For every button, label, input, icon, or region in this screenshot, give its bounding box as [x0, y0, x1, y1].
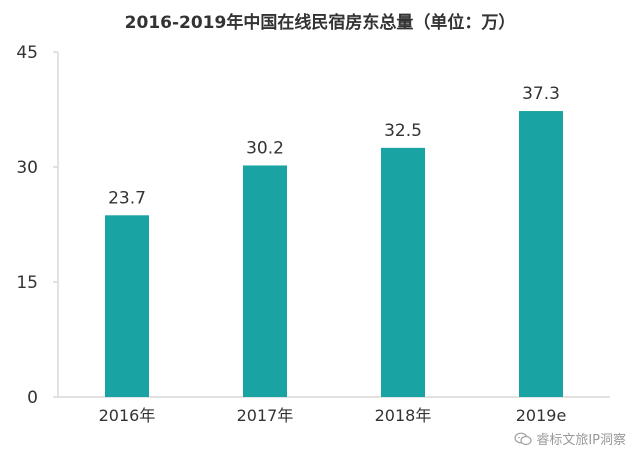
x-tick-label: 2017年: [237, 406, 294, 425]
x-tick-label: 2019e: [516, 406, 567, 425]
y-tick-label: 0: [27, 388, 38, 408]
y-tick-label: 45: [16, 43, 38, 63]
bar: [381, 147, 425, 397]
y-axis: 0 15 30 45: [16, 43, 59, 408]
x-tick-label: 2018年: [375, 406, 432, 425]
bars: [105, 111, 563, 398]
y-tick-label: 30: [16, 158, 38, 178]
bar-value-label: 30.2: [246, 138, 284, 158]
wechat-icon: [514, 432, 532, 445]
chart-title: 2016-2019年中国在线民宿房东总量（单位：万）: [124, 13, 516, 33]
bar-value-label: 23.7: [108, 188, 146, 208]
watermark: 睿标文旅IP洞察: [514, 429, 626, 448]
bar: [243, 165, 287, 397]
data-labels: 23.7 30.2 32.5 37.3: [108, 84, 560, 208]
x-tick-label: 2016年: [99, 406, 156, 425]
watermark-text: 睿标文旅IP洞察: [536, 433, 626, 448]
bar-value-label: 37.3: [522, 84, 560, 104]
y-tick-label: 15: [16, 273, 38, 293]
bar: [105, 215, 149, 397]
bar: [519, 111, 563, 398]
x-axis: 2016年 2017年 2018年 2019e: [58, 396, 610, 425]
bar-value-label: 32.5: [384, 121, 422, 141]
